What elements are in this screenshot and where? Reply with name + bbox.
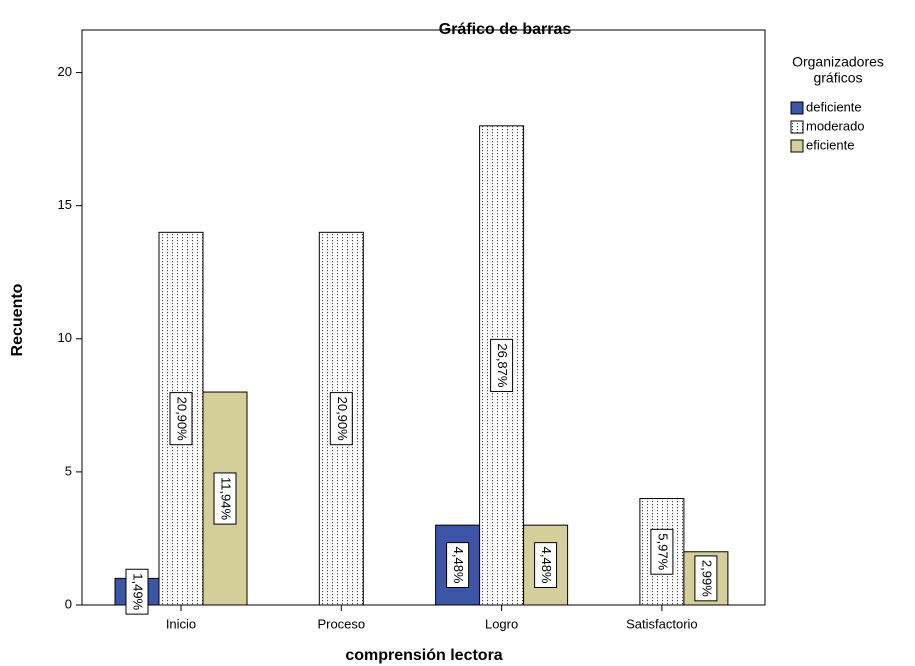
data-label-box (125, 568, 149, 615)
legend-label: moderado (806, 118, 865, 133)
y-tick-label: 0 (65, 596, 72, 611)
legend-title: gráficos (813, 70, 862, 86)
data-label: 20,90% (175, 397, 190, 442)
x-tick-label: Satisfactorio (626, 616, 698, 631)
y-tick-label: 5 (65, 463, 72, 478)
y-tick-label: 20 (58, 64, 72, 79)
data-label-box (169, 392, 193, 446)
data-label: 11,94% (219, 477, 234, 521)
data-label-box (694, 555, 718, 602)
x-tick-label: Inicio (166, 616, 196, 631)
data-label: 4,48% (451, 547, 466, 584)
x-tick-label: Proceso (317, 616, 365, 631)
data-label-box (534, 542, 558, 589)
data-label-box (650, 528, 674, 575)
data-label-box (490, 338, 514, 392)
x-tick-label: Logro (485, 616, 518, 631)
legend-label: eficiente (806, 137, 854, 152)
data-label: 26,87% (495, 343, 510, 388)
legend-swatch (790, 139, 804, 153)
data-label: 1,49% (131, 573, 146, 610)
data-label: 2,99% (699, 560, 714, 597)
chart-title: Gráfico de barras (439, 21, 572, 38)
legend-swatch (790, 120, 804, 134)
data-label: 5,97% (655, 533, 670, 570)
legend-title: Organizadores (792, 54, 884, 70)
data-label-box (446, 542, 470, 589)
x-axis-label: comprensión lectora (345, 647, 502, 664)
data-label: 4,48% (539, 547, 554, 584)
y-axis-label: Recuento (9, 283, 26, 356)
data-label-box (329, 392, 353, 446)
y-tick-label: 10 (58, 330, 72, 345)
data-label-box (213, 472, 237, 525)
legend-label: deficiente (806, 99, 862, 114)
legend-swatch (790, 101, 804, 115)
data-label: 20,90% (335, 397, 350, 442)
y-tick-label: 15 (58, 197, 72, 212)
